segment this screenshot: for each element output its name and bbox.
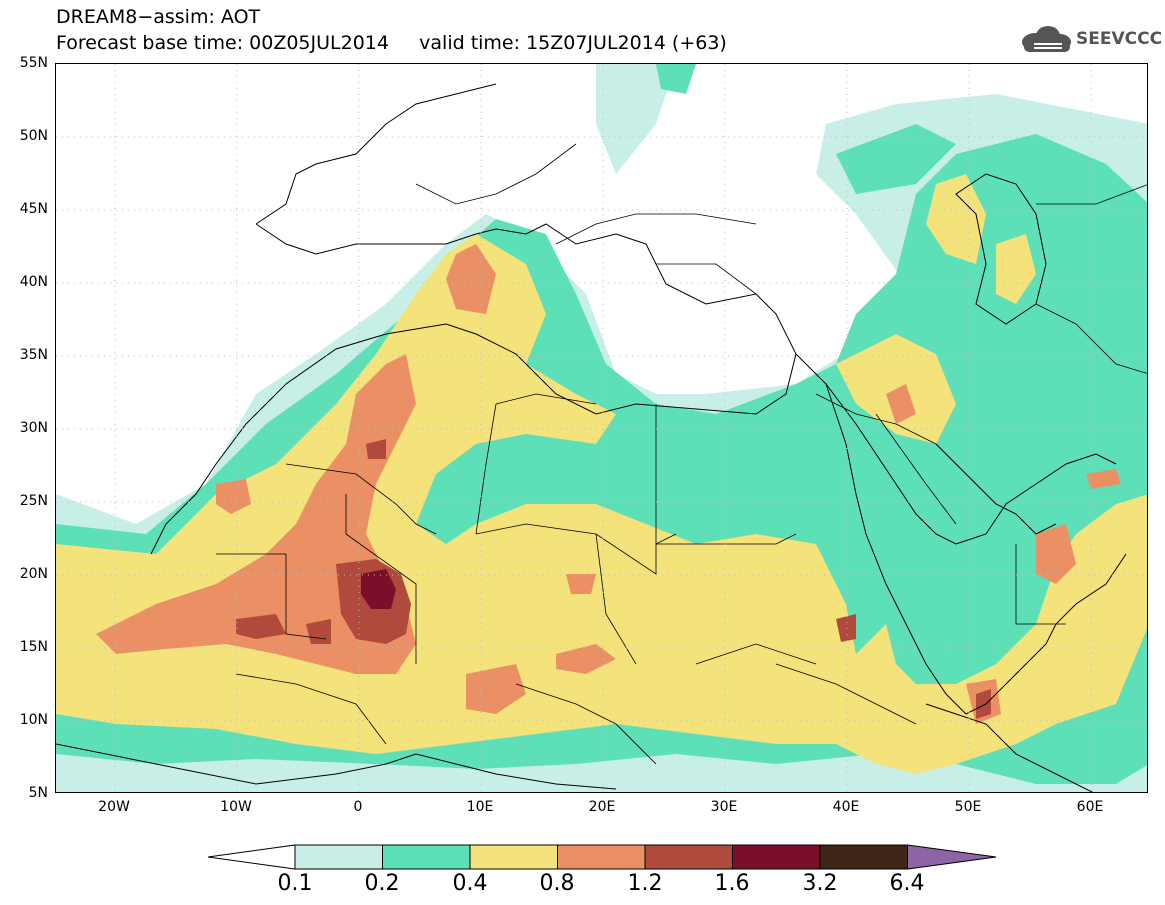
colorbar-label: 6.4	[889, 871, 925, 896]
lon-label: 0	[353, 799, 363, 815]
coastlines	[56, 83, 1127, 792]
map-title: DREAM8−assim: AOT	[56, 6, 261, 28]
lon-label: 10W	[220, 799, 252, 815]
lat-label: 10N	[19, 712, 48, 728]
lat-label: 40N	[19, 274, 48, 290]
lon-label: 10E	[466, 799, 494, 815]
lon-label: 40E	[832, 799, 860, 815]
colorbar-label: 3.2	[802, 871, 838, 896]
map-area	[55, 63, 1148, 793]
lon-label: 20E	[588, 799, 616, 815]
colorbar-swatch	[294, 844, 383, 870]
forecast-time-line: Forecast base time: 00Z05JUL2014 valid t…	[56, 32, 727, 54]
lat-label: 55N	[19, 55, 48, 71]
lat-label: 5N	[28, 785, 48, 801]
aot-field	[56, 64, 1147, 792]
lat-label: 25N	[19, 493, 48, 509]
cloud-icon	[1022, 26, 1071, 52]
colorbar	[207, 844, 997, 870]
colorbar-label: 0.2	[364, 871, 400, 896]
lon-label: 30E	[710, 799, 738, 815]
logo-text: SEEVCCC	[1076, 29, 1163, 49]
lon-label: 60E	[1076, 799, 1104, 815]
colorbar-over-arrow	[907, 844, 997, 870]
lat-label: 50N	[19, 128, 48, 144]
country-borders	[216, 143, 1147, 765]
lat-label: 15N	[19, 639, 48, 655]
lat-label: 30N	[19, 420, 48, 436]
colorbar-label: 0.1	[277, 871, 313, 896]
lat-label: 20N	[19, 566, 48, 582]
colorbar-swatch	[819, 844, 908, 870]
colorbar-under-arrow	[207, 844, 296, 870]
colorbar-label: 0.4	[452, 871, 488, 896]
lon-label: 50E	[954, 799, 982, 815]
seevccc-logo: SEEVCCC	[1018, 20, 1162, 56]
lat-label: 45N	[19, 201, 48, 217]
lat-label: 35N	[19, 347, 48, 363]
lon-label: 20W	[98, 799, 130, 815]
colorbar-label: 1.6	[714, 871, 750, 896]
colorbar-swatch	[382, 844, 471, 870]
colorbar-swatch	[469, 844, 558, 870]
colorbar-swatch	[732, 844, 821, 870]
colorbar-swatch	[557, 844, 646, 870]
colorbar-label: 0.8	[539, 871, 575, 896]
aot-1.6-region	[361, 569, 396, 609]
colorbar-swatch	[644, 844, 733, 870]
graticule	[56, 64, 1147, 792]
colorbar-label: 1.2	[627, 871, 663, 896]
